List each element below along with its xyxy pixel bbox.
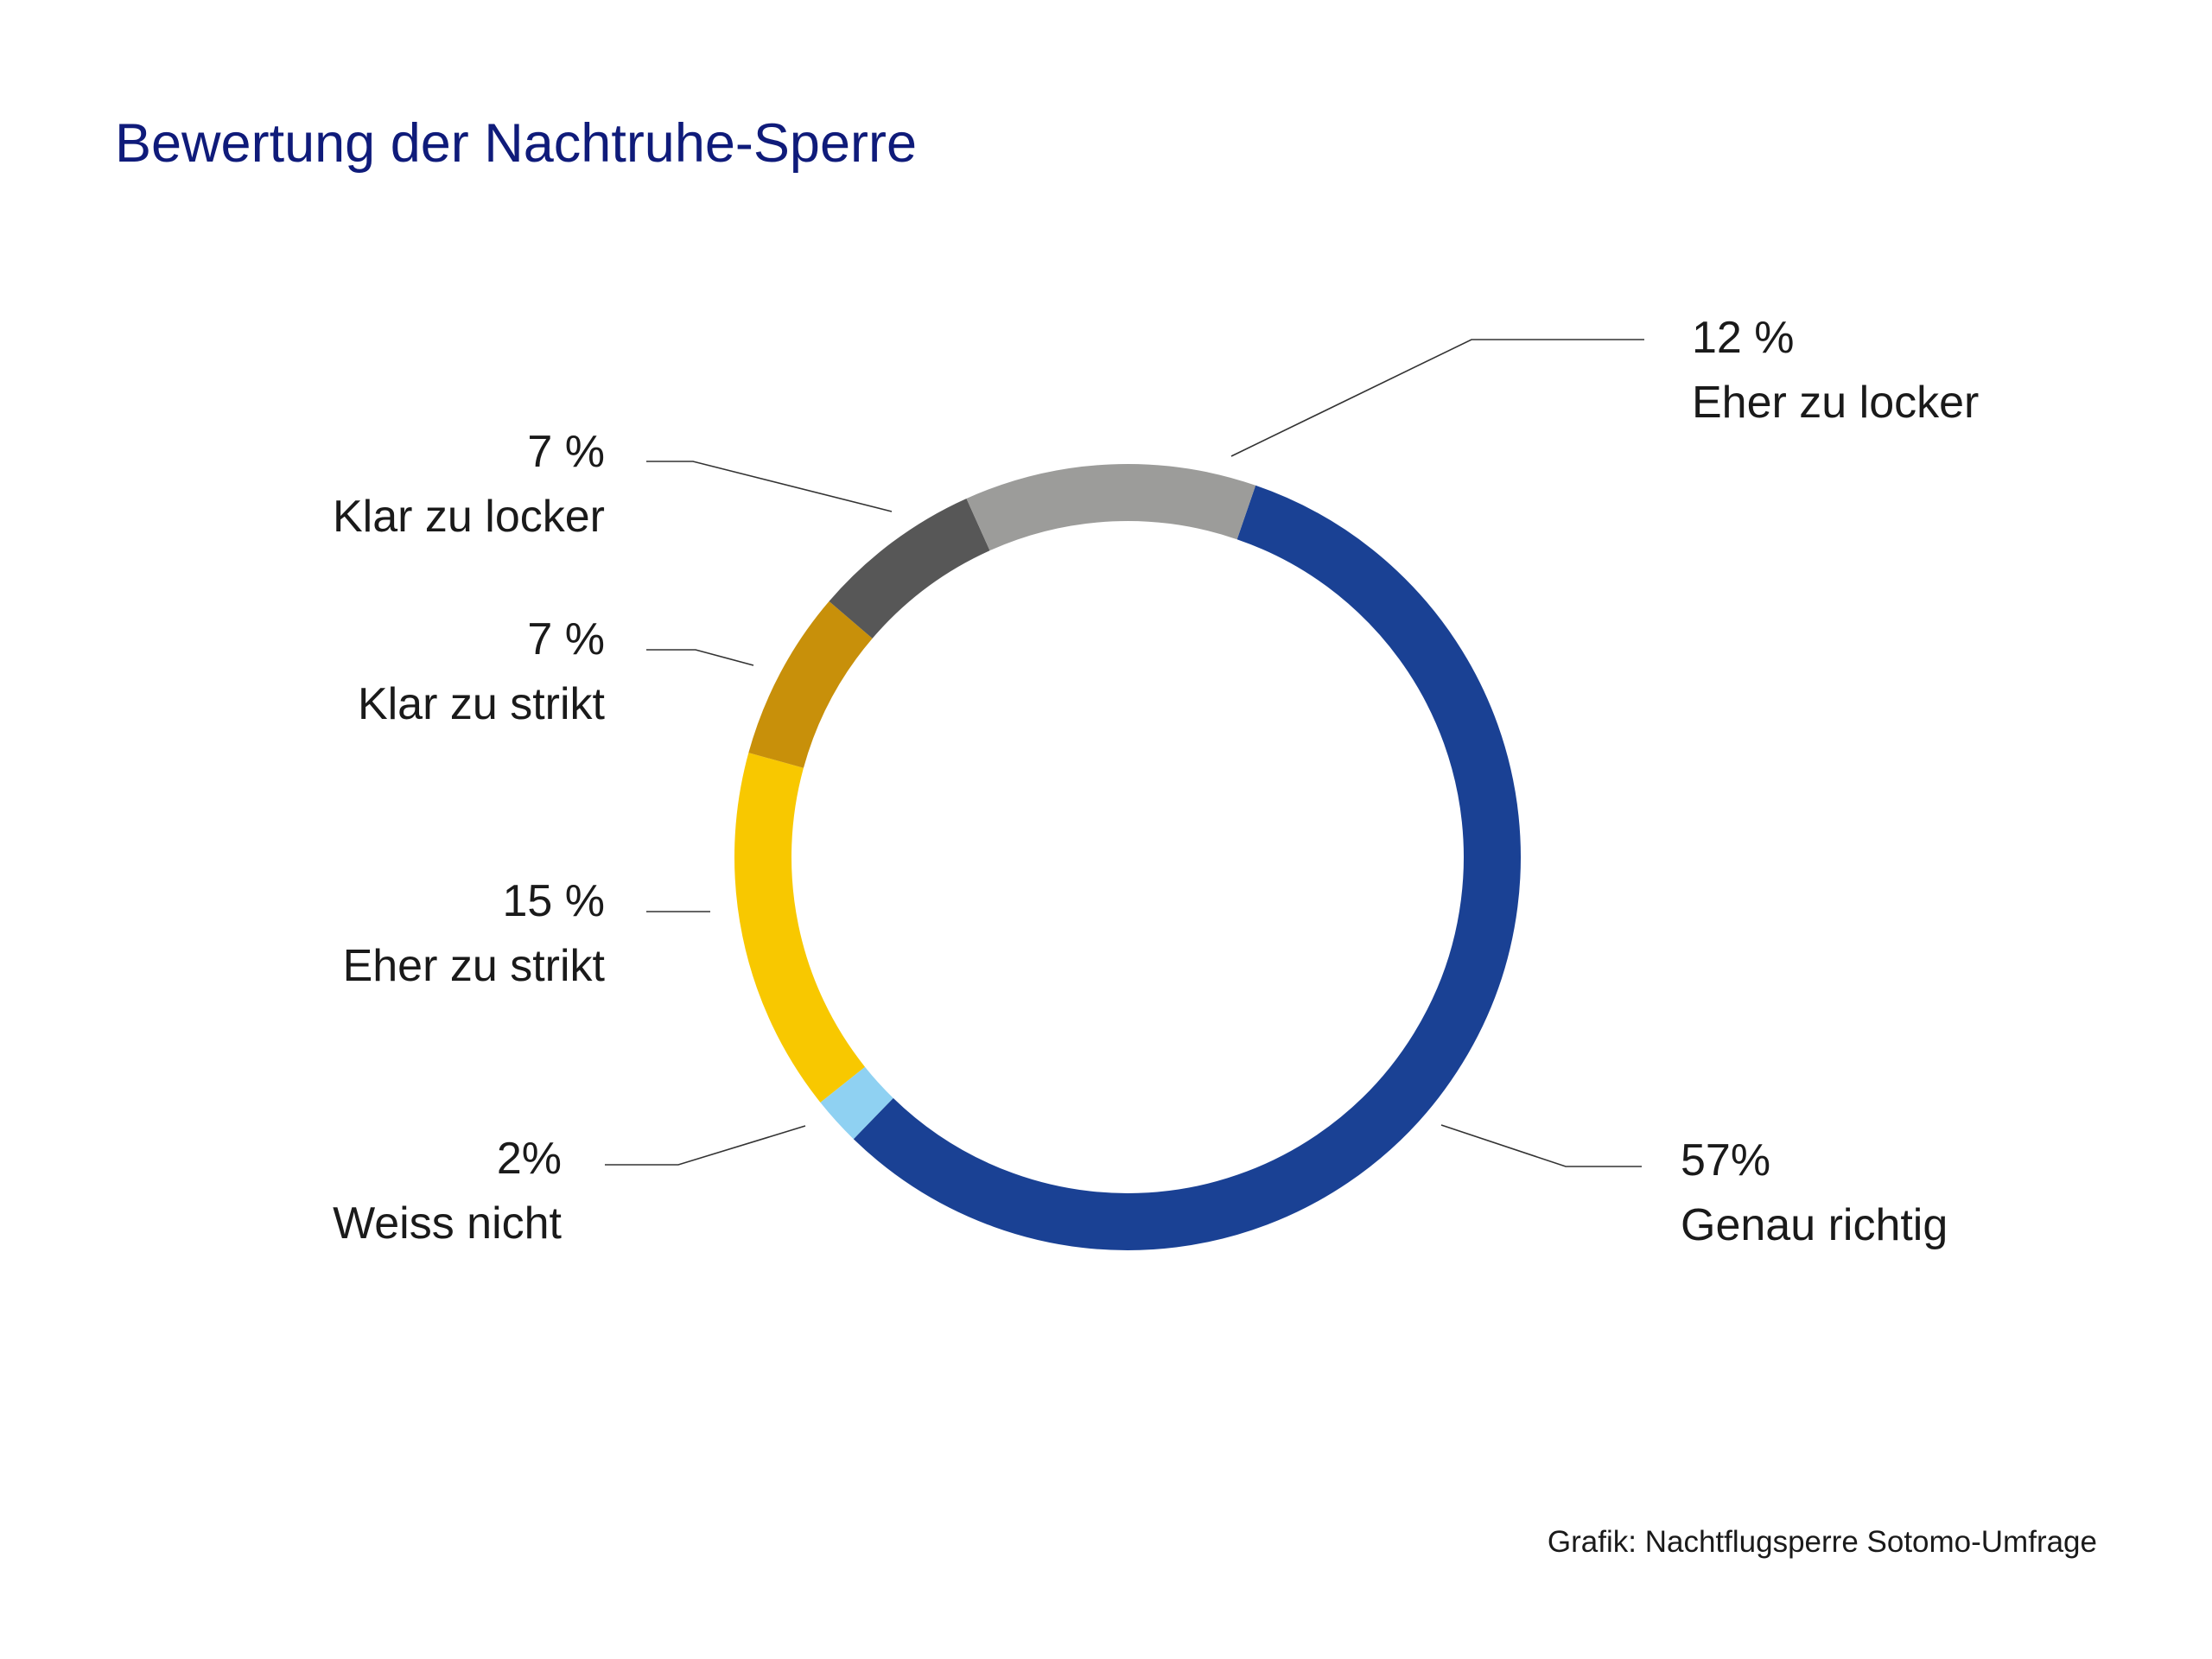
- percent-label-klar-zu-locker: 7 %: [527, 427, 605, 477]
- slice-labels: 57% Genau richtig 2% Weiss nicht 15 % Eher zu…: [333, 313, 1979, 1250]
- donut-slice-klar-zu-strikt: [748, 601, 873, 769]
- percent-label-eher-zu-locker: 12 %: [1692, 313, 1795, 363]
- category-label-weiss-nicht: Weiss nicht: [333, 1198, 562, 1249]
- leader-line-eher-zu-locker: [1230, 339, 1644, 457]
- category-label-klar-zu-strikt: Klar zu strikt: [358, 679, 606, 729]
- donut-slice-eher-zu-strikt: [734, 753, 866, 1103]
- percent-label-weiss-nicht: 2%: [497, 1134, 562, 1184]
- category-label-genau-richtig: Genau richtig: [1681, 1200, 1948, 1250]
- leader-line-klar-zu-strikt: [646, 649, 754, 666]
- percent-label-genau-richtig: 57%: [1681, 1135, 1770, 1185]
- leader-line-genau-richtig: [1440, 1124, 1642, 1167]
- category-label-eher-zu-strikt: Eher zu strikt: [343, 941, 606, 991]
- donut-slice-weiss-nicht: [820, 1066, 894, 1140]
- chart-title: Bewertung der Nachtruhe-Sperre: [115, 113, 917, 174]
- category-label-klar-zu-locker: Klar zu locker: [333, 492, 605, 542]
- leader-lines: [605, 339, 1644, 1167]
- donut-slice-klar-zu-locker: [829, 498, 990, 639]
- leader-line-klar-zu-locker: [646, 461, 893, 512]
- donut-arcs: [734, 464, 1521, 1250]
- percent-label-klar-zu-strikt: 7 %: [527, 614, 605, 664]
- donut-slice-eher-zu-locker: [966, 464, 1256, 551]
- donut-slice-genau-richtig: [853, 485, 1521, 1250]
- category-label-eher-zu-locker: Eher zu locker: [1692, 378, 1979, 428]
- leader-line-weiss-nicht: [605, 1125, 806, 1166]
- source-note: Grafik: Nachtflugsperre Sotomo-Umfrage: [1547, 1525, 2097, 1559]
- percent-label-eher-zu-strikt: 15 %: [502, 876, 605, 926]
